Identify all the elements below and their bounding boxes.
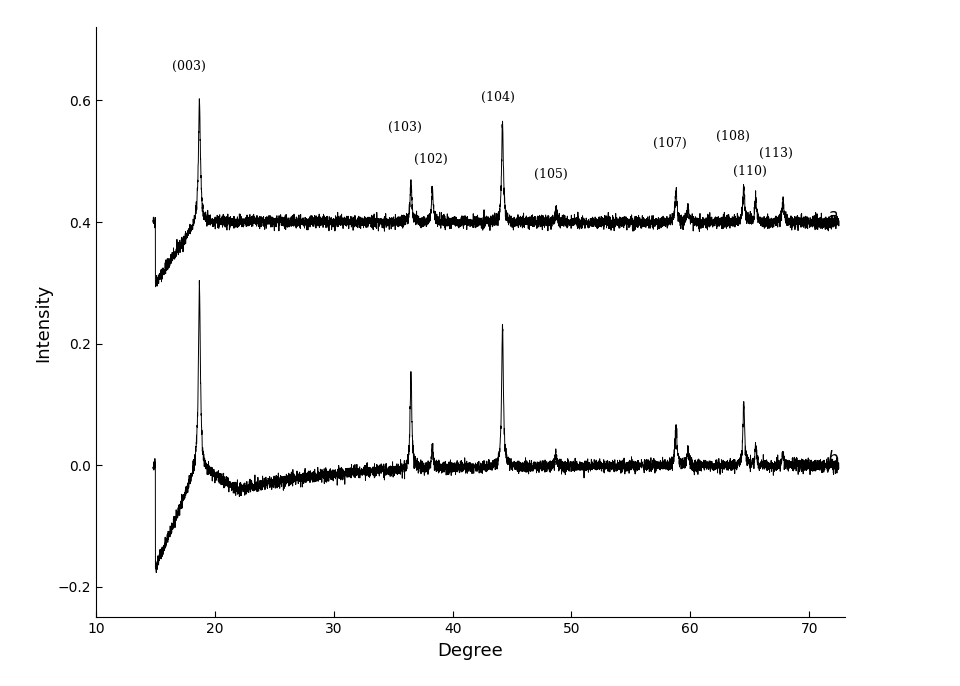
Text: (110): (110) — [732, 165, 767, 178]
Y-axis label: Intensity: Intensity — [35, 283, 52, 362]
Text: (103): (103) — [388, 121, 422, 134]
Text: b: b — [827, 450, 837, 469]
Text: (003): (003) — [172, 60, 205, 73]
Text: (113): (113) — [759, 147, 793, 160]
Text: (105): (105) — [535, 167, 568, 180]
Text: (108): (108) — [716, 130, 750, 143]
X-axis label: Degree: Degree — [438, 642, 503, 660]
Text: (107): (107) — [653, 137, 687, 150]
Text: a: a — [827, 207, 837, 225]
Text: (104): (104) — [481, 91, 515, 104]
Text: (102): (102) — [415, 153, 448, 166]
